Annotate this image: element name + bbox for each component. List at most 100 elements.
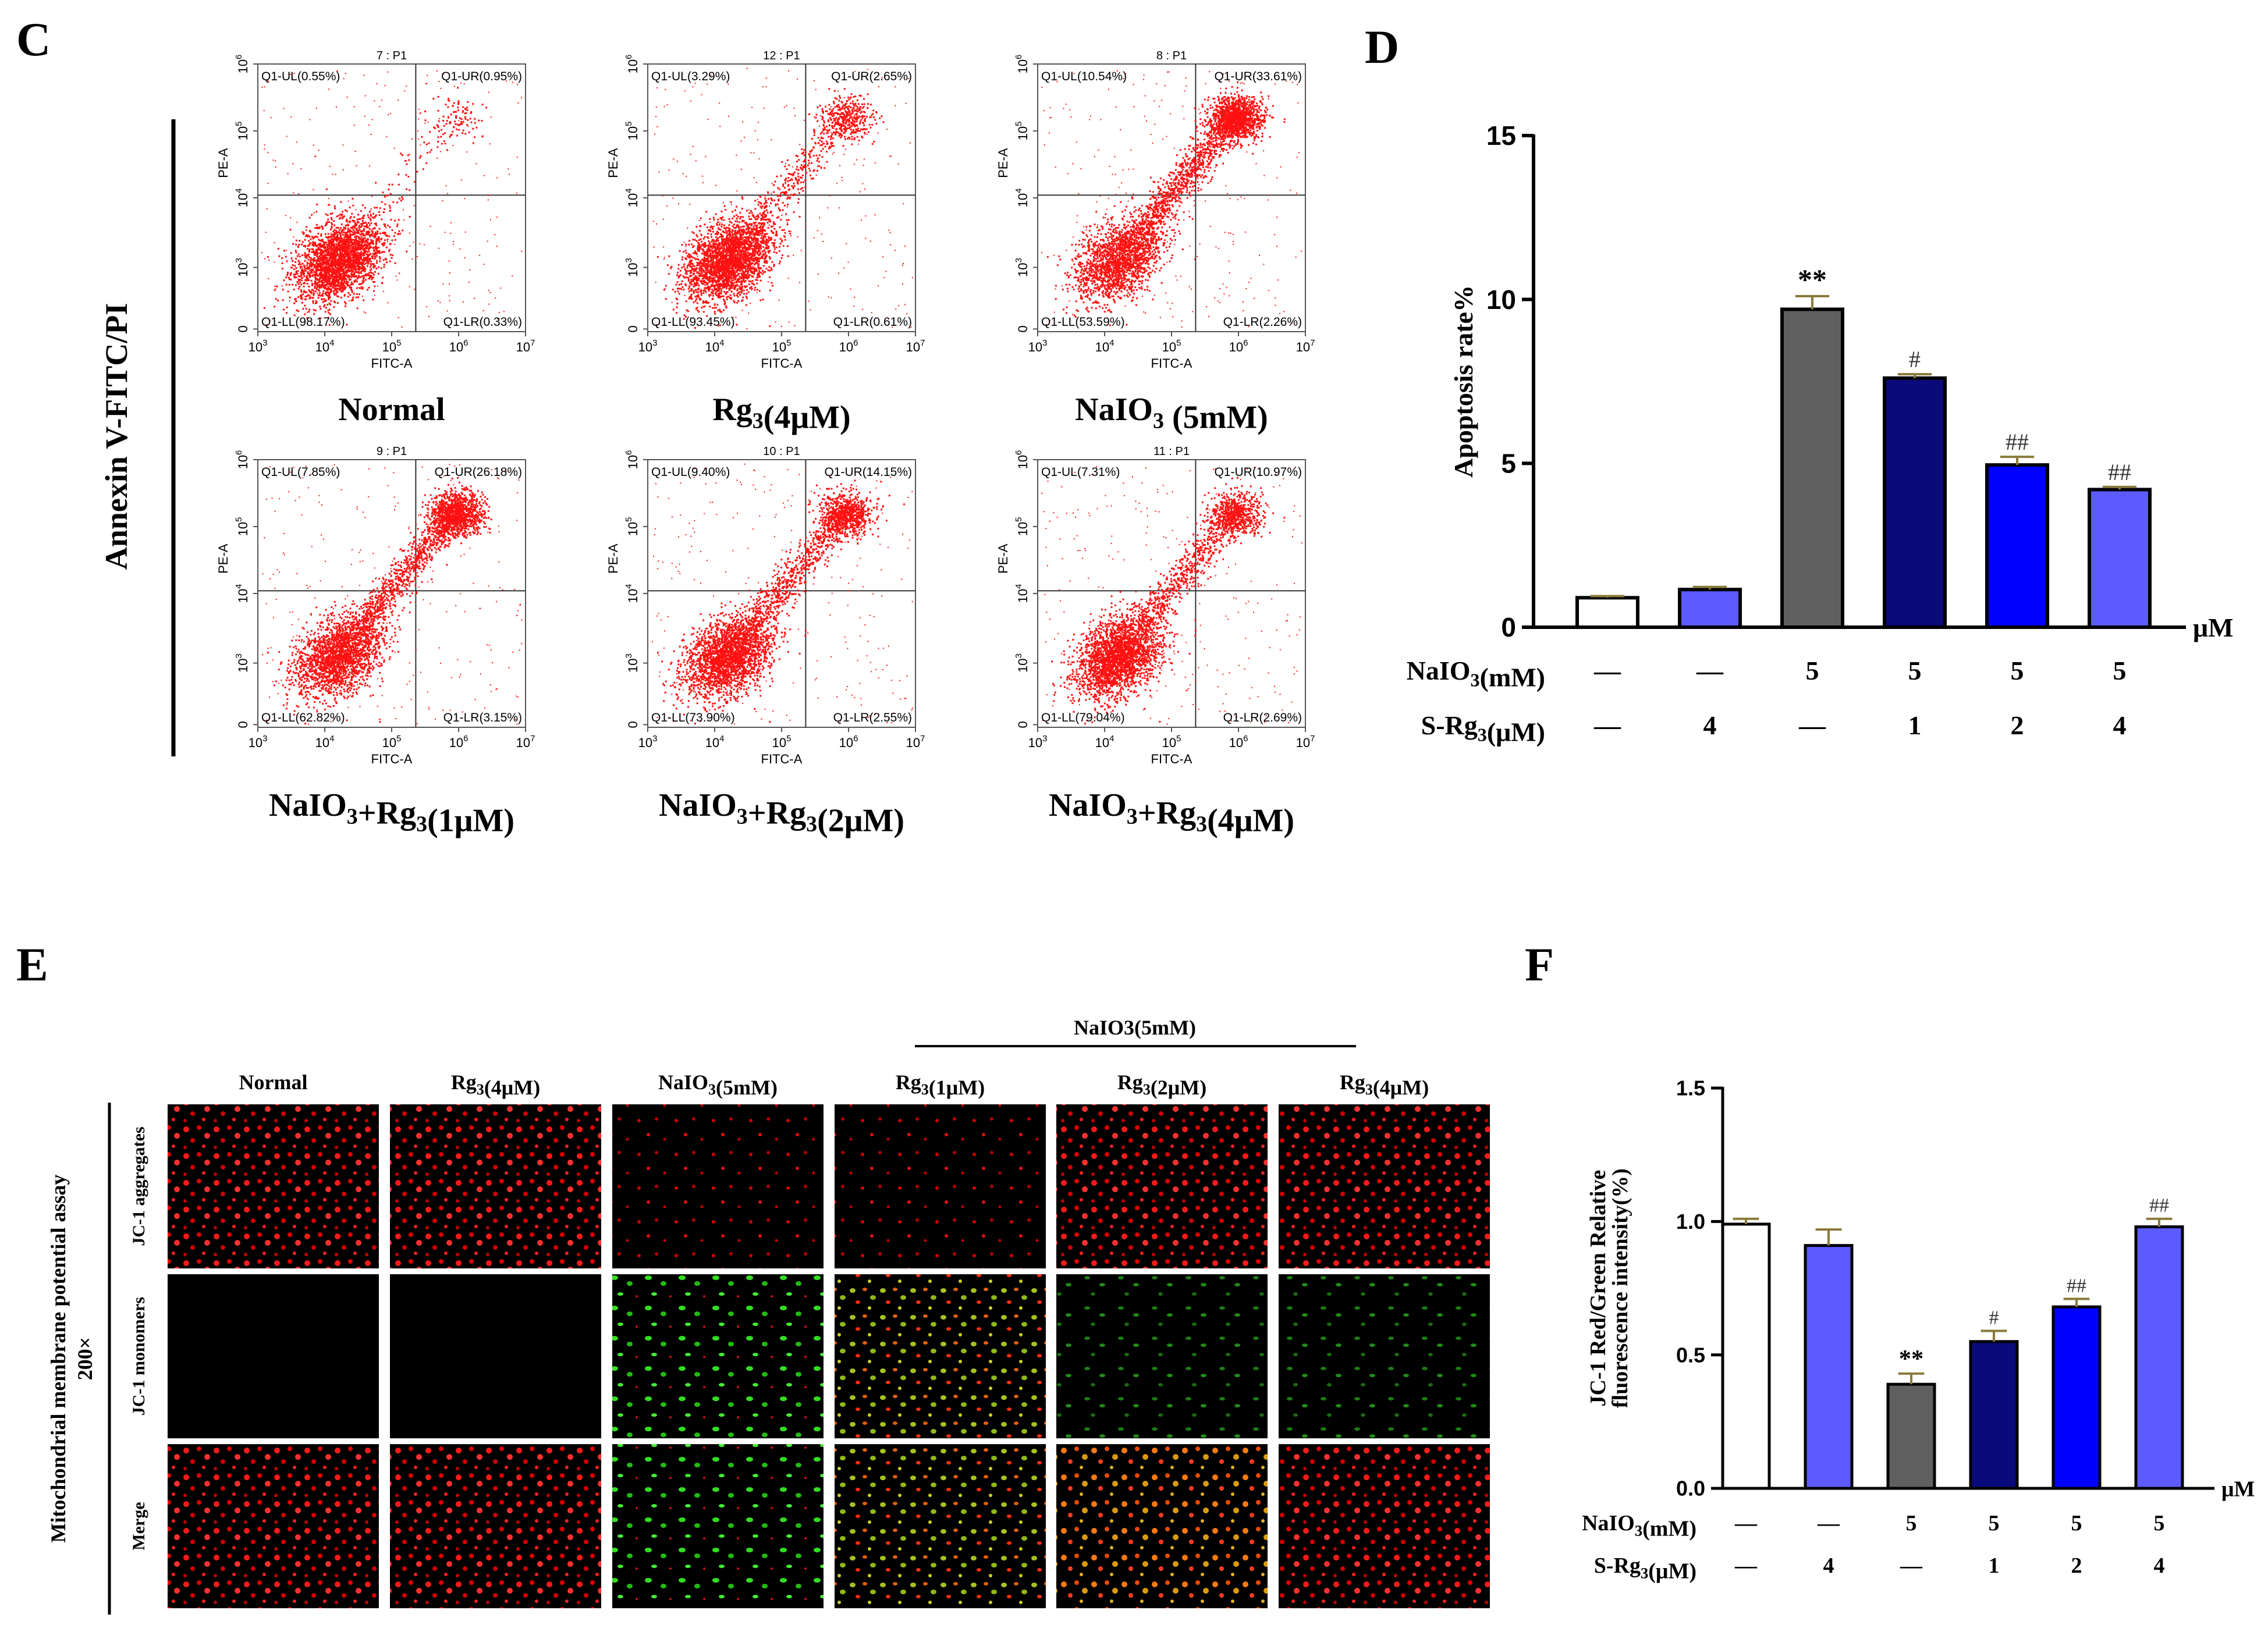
x-tick-label: 107: [1296, 338, 1315, 354]
bar: [2088, 488, 2152, 630]
x-tick-label: 103: [249, 338, 268, 354]
micro-column-label: Rg3(4μM): [1340, 1071, 1429, 1099]
x-axis-label: FITC-A: [1151, 752, 1192, 766]
y-tick-label: 104: [624, 189, 640, 208]
micrograph: [390, 1104, 601, 1268]
y-tick-label: 5: [1501, 448, 1516, 478]
y-tick-label: 104: [234, 584, 250, 603]
x-tick-label: 105: [1162, 338, 1181, 354]
y-tick-label: 103: [624, 653, 640, 673]
micrograph: [1279, 1274, 1490, 1438]
srg3-value: 2: [2071, 1554, 2082, 1578]
y-tick-label: 0.0: [1676, 1477, 1705, 1501]
significance-mark: **: [1798, 263, 1827, 296]
quadrant-ul: Q1-UL(7.85%): [261, 465, 340, 479]
bar: [2134, 1225, 2184, 1490]
flow-plot: 11 : P1 Q1-UL(7.31%) Q1-UR(10.97%) Q1-LL(79…: [996, 445, 1315, 839]
y-tick-label: 104: [1014, 584, 1030, 603]
naio3-value: 5: [1908, 656, 1922, 685]
x-tick-label: 103: [1028, 338, 1048, 354]
bar: [1985, 463, 2049, 630]
flow-plot-label: NaIO3 (5mM): [1075, 392, 1268, 435]
bar-chart-D: μM 0 5 10 15 Apoptosis rate% — — — 4 ** 5 — #5 1 ## 5 2 ##…: [1407, 120, 2234, 747]
quadrant-ul: Q1-UL(3.29%): [651, 70, 730, 83]
y-axis-title: JC-1 Red/Green Relative: [1586, 1170, 1610, 1407]
y-tick-label: 0: [626, 325, 640, 332]
significance-mark: ##: [2149, 1195, 2169, 1217]
flow-plot-label: NaIO3+Rg3(4μM): [1049, 787, 1294, 839]
x-tick-label: 107: [516, 338, 535, 354]
significance-mark: **: [1899, 1345, 1924, 1373]
flow-plot-frame: [647, 459, 916, 728]
micrograph: [390, 1274, 601, 1438]
quadrant-lr: Q1-LR(0.33%): [443, 315, 522, 329]
flow-plot: 9 : P1 Q1-UL(7.85%) Q1-UR(26.18%) Q1-LL(62.…: [216, 445, 535, 839]
x-axis-label: FITC-A: [761, 752, 803, 766]
y-tick-label: 106: [624, 450, 640, 470]
micrograph: [835, 1104, 1046, 1268]
x-tick-label: 104: [705, 338, 725, 354]
srg3-value: —: [1900, 1554, 1923, 1578]
y-tick-label: 106: [1014, 55, 1030, 74]
flow-plot-header: 9 : P1: [377, 445, 407, 458]
quadrant-ul: Q1-UL(9.40%): [651, 465, 730, 479]
micro-magnification: 200×: [73, 1337, 97, 1381]
significance-mark: #: [1989, 1307, 1999, 1328]
y-tick-label: 105: [624, 122, 640, 141]
y-tick-label: 103: [1014, 258, 1030, 277]
naio3-value: 5: [1906, 1511, 1917, 1535]
naio3-value: 5: [2071, 1511, 2082, 1535]
naio3-value: 5: [1989, 1511, 2000, 1535]
y-axis-label: PE-A: [996, 543, 1010, 574]
quadrant-ur: Q1-UR(2.65%): [831, 70, 912, 83]
y-tick-label: 106: [234, 450, 250, 470]
flow-plot: 12 : P1 Q1-UL(3.29%) Q1-UR(2.65%) Q1-LL(93.…: [606, 49, 925, 435]
panel-label-f: F: [1525, 938, 1554, 991]
quadrant-ll: Q1-LL(53.59%): [1041, 315, 1125, 329]
micrograph: [612, 1104, 824, 1268]
unit-label: μM: [2193, 613, 2234, 642]
micrograph: [168, 1104, 379, 1268]
significance-mark: ##: [2067, 1275, 2086, 1296]
y-tick-label: 105: [1014, 517, 1030, 536]
x-tick-label: 104: [705, 734, 725, 750]
x-tick-label: 106: [839, 338, 858, 354]
quadrant-lr: Q1-LR(2.69%): [1223, 711, 1302, 724]
y-tick-label: 105: [234, 122, 250, 141]
flow-ylabel: Annexin V-FITC/PI: [99, 303, 134, 570]
quadrant-ll: Q1-LL(98.17%): [261, 315, 345, 329]
srg3-value: —: [1798, 710, 1826, 740]
x-axis-label: FITC-A: [1151, 356, 1192, 371]
y-axis-label: PE-A: [216, 543, 230, 574]
x-tick-label: 106: [839, 734, 858, 750]
flow-events: [261, 70, 523, 328]
micrograph: [1056, 1444, 1268, 1608]
micro-column-label: Rg3(2μM): [1117, 1071, 1206, 1099]
y-tick-label: 10: [1486, 285, 1516, 315]
quadrant-lr: Q1-LR(0.61%): [833, 315, 912, 329]
bar: [1678, 588, 1742, 630]
y-tick-label: 0: [236, 325, 250, 332]
naio3-row-label: NaIO3(mM): [1582, 1511, 1696, 1541]
y-tick-label: 0: [1501, 612, 1516, 642]
quadrant-ur: Q1-UR(14.15%): [824, 465, 912, 479]
flow-plot-header: 7 : P1: [377, 49, 407, 62]
x-tick-label: 106: [1229, 338, 1248, 354]
naio3-value: 5: [1806, 656, 1819, 685]
x-axis-label: FITC-A: [371, 356, 413, 371]
y-tick-label: 0: [626, 721, 640, 728]
srg3-value: 2: [2011, 710, 2024, 740]
micrograph: [168, 1444, 379, 1608]
quadrant-ur: Q1-UR(33.61%): [1214, 70, 1302, 83]
micrograph: [1279, 1104, 1490, 1268]
group-header: NaIO3(5mM): [1074, 1016, 1196, 1039]
x-tick-label: 105: [772, 734, 792, 750]
flow-plot-frame: [1037, 63, 1306, 332]
quadrant-lr: Q1-LR(2.26%): [1223, 315, 1302, 329]
micrograph: [1056, 1104, 1268, 1268]
micro-row-label: JC-1 aggregates: [129, 1126, 148, 1246]
quadrant-ll: Q1-LL(79.04%): [1041, 711, 1125, 724]
significance-mark: #: [1909, 346, 1921, 372]
y-tick-label: 103: [234, 653, 250, 673]
panel-label-d: D: [1365, 20, 1399, 73]
